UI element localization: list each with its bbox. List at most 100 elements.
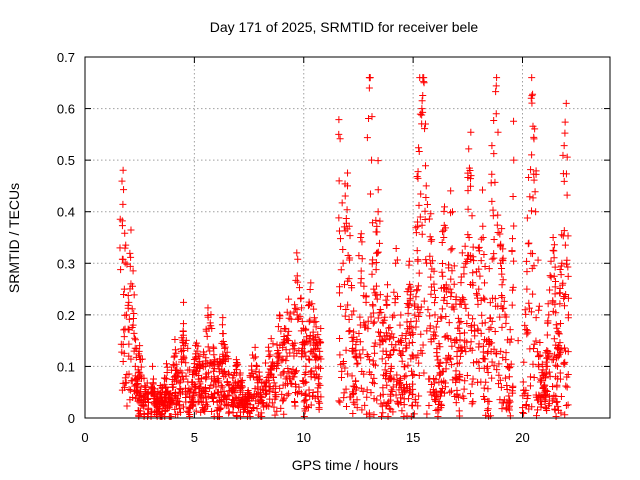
data-point bbox=[276, 311, 284, 319]
data-point bbox=[249, 373, 257, 381]
data-point bbox=[426, 322, 434, 330]
data-point bbox=[495, 360, 503, 368]
data-point bbox=[374, 248, 382, 256]
data-point bbox=[299, 340, 307, 348]
data-point bbox=[250, 354, 258, 362]
data-point bbox=[447, 387, 455, 395]
data-point bbox=[123, 402, 131, 410]
data-point bbox=[538, 400, 546, 408]
data-point bbox=[315, 405, 323, 413]
data-point bbox=[560, 227, 568, 235]
data-point bbox=[119, 166, 127, 174]
data-point bbox=[351, 377, 359, 385]
data-point bbox=[120, 326, 128, 334]
data-point bbox=[467, 338, 475, 346]
data-point bbox=[177, 408, 185, 416]
data-point bbox=[392, 391, 400, 399]
data-point bbox=[383, 370, 391, 378]
data-point bbox=[380, 399, 388, 407]
data-point bbox=[491, 328, 499, 336]
data-point bbox=[415, 144, 423, 152]
data-point bbox=[475, 285, 483, 293]
data-point bbox=[390, 311, 398, 319]
data-point bbox=[529, 360, 537, 368]
data-point bbox=[279, 396, 287, 404]
data-point bbox=[408, 372, 416, 380]
data-point bbox=[531, 188, 539, 196]
data-point bbox=[360, 319, 368, 327]
data-point bbox=[432, 392, 440, 400]
data-point bbox=[561, 118, 569, 126]
data-point bbox=[369, 219, 377, 227]
data-point bbox=[550, 254, 558, 262]
data-point bbox=[378, 355, 386, 363]
data-point bbox=[120, 291, 128, 299]
data-point bbox=[415, 392, 423, 400]
data-point bbox=[347, 393, 355, 401]
data-point bbox=[404, 303, 412, 311]
data-point bbox=[121, 311, 129, 319]
data-point bbox=[415, 313, 423, 321]
data-point bbox=[556, 369, 564, 377]
data-point bbox=[441, 389, 449, 397]
data-point bbox=[542, 358, 550, 366]
data-point bbox=[300, 412, 308, 420]
data-point bbox=[344, 169, 352, 177]
data-point bbox=[403, 318, 411, 326]
data-point bbox=[225, 371, 233, 379]
data-point bbox=[293, 249, 301, 257]
data-point bbox=[182, 384, 190, 392]
data-point bbox=[118, 255, 126, 263]
data-point bbox=[127, 386, 135, 394]
data-point bbox=[369, 309, 377, 317]
data-point bbox=[486, 299, 494, 307]
data-point bbox=[398, 390, 406, 398]
data-point bbox=[376, 392, 384, 400]
data-point bbox=[450, 262, 458, 270]
data-point bbox=[435, 362, 443, 370]
data-point bbox=[358, 368, 366, 376]
data-point bbox=[452, 375, 460, 383]
data-point bbox=[124, 292, 132, 300]
data-point bbox=[431, 395, 439, 403]
data-point bbox=[465, 164, 473, 172]
plot-frame bbox=[84, 56, 611, 419]
data-point bbox=[475, 265, 483, 273]
data-point bbox=[412, 224, 420, 232]
data-point bbox=[261, 383, 269, 391]
data-point bbox=[398, 357, 406, 365]
data-point bbox=[420, 297, 428, 305]
data-point bbox=[525, 173, 533, 181]
data-point bbox=[422, 182, 430, 190]
data-point bbox=[563, 191, 571, 199]
data-point bbox=[120, 333, 128, 341]
chart-title: Day 171 of 2025, SRMTID for receiver bel… bbox=[210, 19, 479, 35]
data-point bbox=[364, 317, 372, 325]
data-point bbox=[369, 301, 377, 309]
data-point bbox=[427, 283, 435, 291]
data-point bbox=[533, 406, 541, 414]
data-point bbox=[433, 349, 441, 357]
data-point bbox=[208, 325, 216, 333]
data-point bbox=[386, 351, 394, 359]
data-point bbox=[452, 300, 460, 308]
data-point bbox=[552, 412, 560, 420]
data-point bbox=[426, 312, 434, 320]
data-point bbox=[417, 330, 425, 338]
data-point bbox=[365, 114, 373, 122]
data-point bbox=[394, 399, 402, 407]
data-point bbox=[378, 412, 386, 420]
data-point bbox=[169, 383, 177, 391]
data-point bbox=[425, 215, 433, 223]
data-point bbox=[127, 355, 135, 363]
data-point bbox=[550, 247, 558, 255]
data-point bbox=[343, 206, 351, 214]
data-point bbox=[547, 257, 555, 265]
data-point bbox=[369, 378, 377, 386]
data-point bbox=[492, 82, 500, 90]
data-point bbox=[269, 363, 277, 371]
data-point bbox=[357, 354, 365, 362]
data-point bbox=[447, 293, 455, 301]
data-point bbox=[180, 298, 188, 306]
data-point bbox=[218, 321, 226, 329]
